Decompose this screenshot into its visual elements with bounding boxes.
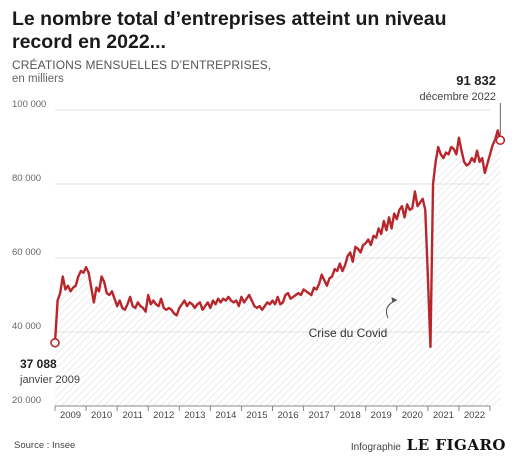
credit: Infographie LE FIGARO [351,436,506,454]
area-hatch [55,130,501,406]
series-layer [53,129,502,348]
end-date-label: décembre 2022 [420,91,496,103]
axes: 20 000 40 000 60 000 80 000 100 000 2009 2010 2… [12,99,491,421]
credit-label: Infographie [350,442,401,453]
x-tick-label: 2015 [246,410,267,421]
end-value-label: 91 832 [456,73,496,88]
covid-arrow-head [391,297,398,303]
start-date-label: janvier 2009 [19,374,80,386]
area-fill [55,130,501,406]
y-tick-label: 20 000 [12,395,41,406]
y-tick-label: 80 000 [12,173,41,184]
covid-label: Crise du Covid [309,326,388,340]
x-tick-label: 2009 [60,410,81,421]
x-tick-label: 2014 [215,410,236,421]
y-tick-label: 60 000 [12,247,41,258]
le-figaro-logo: LE FIGARO [406,436,506,454]
y-tick-label: 100 000 [12,99,46,110]
x-tick-label: 2018 [340,410,361,421]
x-tick-label: 2022 [464,410,485,421]
x-tick-label: 2016 [277,410,298,421]
unit-label: en milliers [12,73,64,85]
x-tick-label: 2011 [122,410,142,421]
x-tick-label: 2021 [433,410,454,421]
annotations: 37 088 janvier 2009 91 832 décembre 2022 Cri… [19,73,506,386]
end-point-marker [495,135,506,146]
start-point-marker [50,337,60,348]
x-tick-label: 2013 [184,410,205,421]
y-tick-label: 40 000 [12,321,41,332]
chart-title: Le nombre total d’entreprises atteint un… [12,8,447,53]
x-tick-label: 2012 [153,410,174,421]
x-tick-label: 2017 [309,410,330,421]
start-value-label: 37 088 [20,357,57,371]
x-tick-label: 2019 [371,410,392,421]
x-tick-label: 2010 [91,410,112,421]
source-note: Source : Insee [14,440,76,451]
chart-subtitle: CRÉATIONS MENSUELLES D’ENTREPRISES, [12,58,272,72]
series-line [53,129,502,348]
x-tick-label: 2020 [402,410,423,421]
